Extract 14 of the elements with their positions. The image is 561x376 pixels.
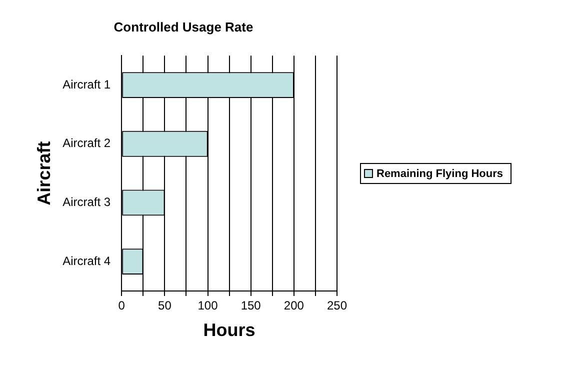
x-tick-label: 250 xyxy=(326,298,348,313)
x-tick-label: 100 xyxy=(198,298,218,313)
x-axis-title: Hours xyxy=(203,320,256,340)
chart-title: Controlled Usage Rate xyxy=(114,19,254,34)
y-tick-label: Aircraft 2 xyxy=(62,136,111,150)
x-tick-label: 0 xyxy=(118,298,126,313)
legend-label: Remaining Flying Hours xyxy=(376,168,504,180)
x-tick-label: 50 xyxy=(158,298,172,313)
x-tick-label: 200 xyxy=(284,298,304,313)
y-axis-title: Aircraft xyxy=(34,141,54,206)
x-tick-label: 150 xyxy=(240,298,262,313)
y-tick-label: Aircraft 1 xyxy=(62,77,111,92)
y-tick-label: Aircraft 4 xyxy=(62,254,111,268)
y-tick-label: Aircraft 3 xyxy=(62,195,111,210)
